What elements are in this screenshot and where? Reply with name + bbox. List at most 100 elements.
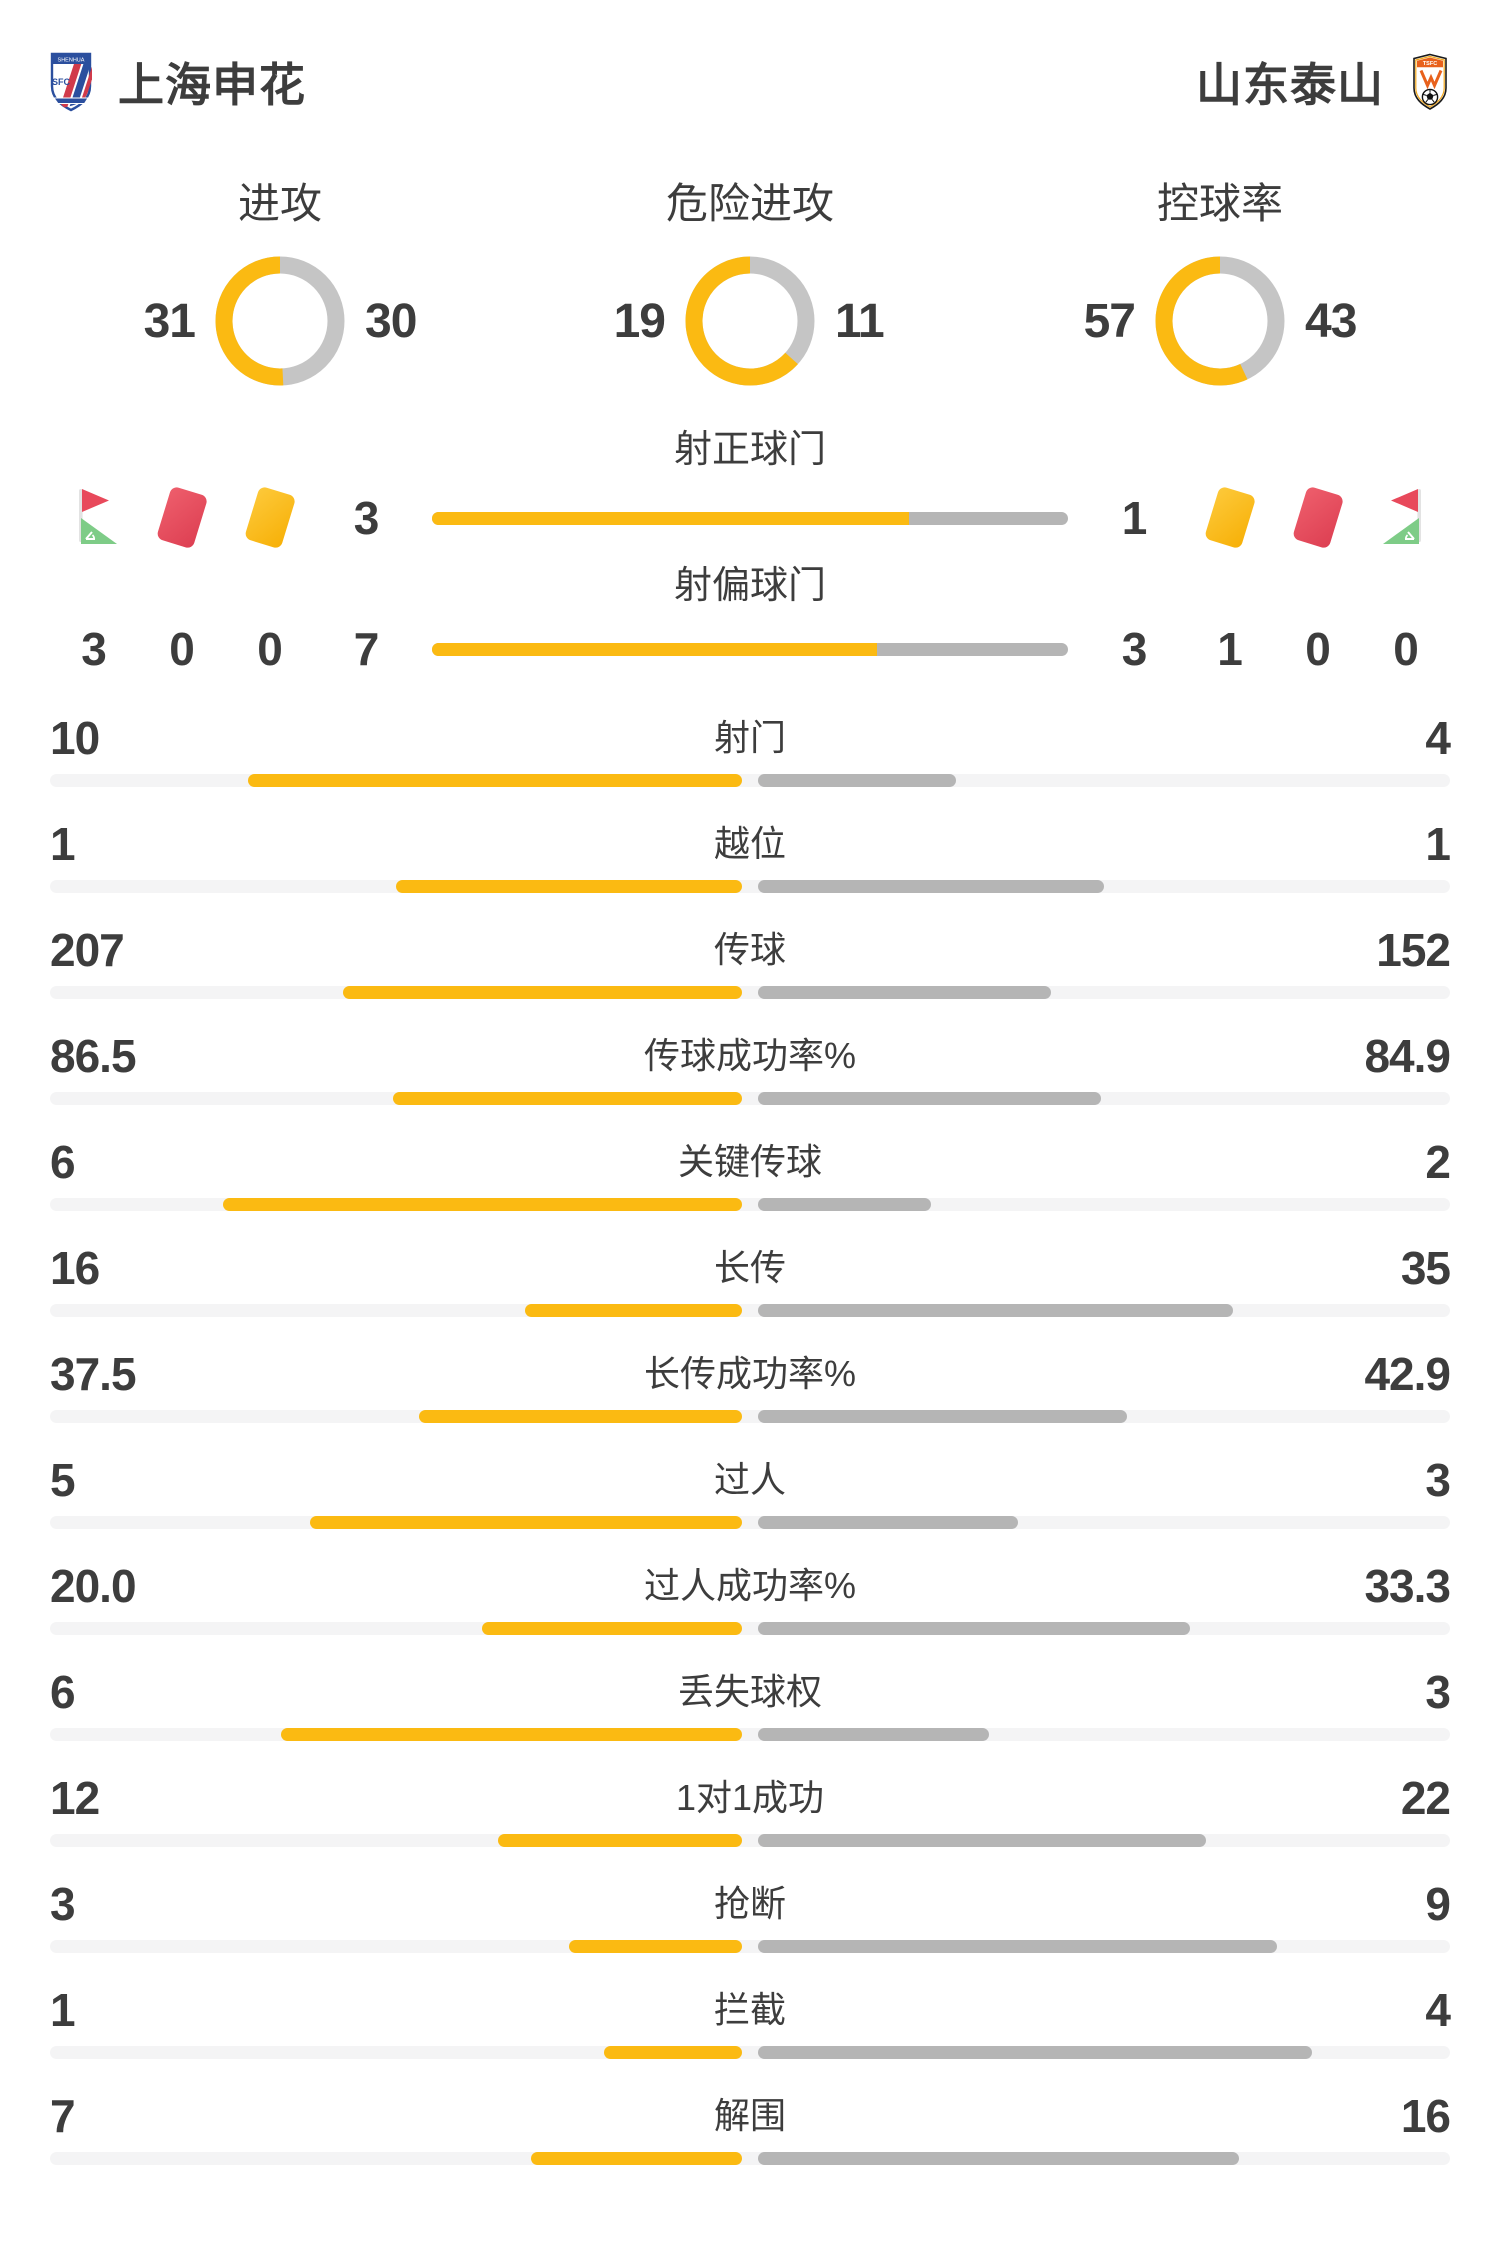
stat-home-value: 12 — [50, 1772, 100, 1824]
stat-bar-away-fill — [758, 1516, 1018, 1529]
stat-row: 86.5 传球成功率% 84.9 — [50, 1016, 1451, 1122]
stat-home-value: 6 — [50, 1666, 76, 1718]
stat-row: 1 越位 1 — [50, 804, 1451, 910]
stat-row: 3 抢断 9 — [50, 1864, 1451, 1970]
stat-home-value: 5 — [50, 1454, 76, 1506]
stat-bar-away-fill — [758, 1198, 931, 1211]
stat-away-value: 3 — [1425, 1454, 1451, 1506]
stat-bar-away-fill — [758, 2152, 1240, 2165]
stat-label: 过人成功率% — [643, 1565, 857, 1606]
stat-row: 6 丢失球权 3 — [50, 1652, 1451, 1758]
home-team: SHENHUA SFC 上海申花 — [50, 49, 306, 115]
stat-bar-away-fill — [758, 1092, 1101, 1105]
stat-label: 拦截 — [713, 1989, 787, 2030]
svg-text:SFC: SFC — [52, 77, 71, 87]
stat-label: 解围 — [713, 2095, 787, 2136]
stat-home-value: 6 — [50, 1136, 76, 1188]
stat-bar-track — [50, 1304, 1450, 1317]
donut-ring — [215, 256, 345, 386]
shots-on-target-away-value: 1 — [1121, 492, 1148, 544]
stats-list: 10 射门 4 1 越位 1 207 传球 152 — [50, 698, 1451, 2182]
home-corner-count: 3 — [81, 623, 107, 675]
donut-chart: 控球率 57 43 — [990, 174, 1450, 386]
stat-row: 7 解围 16 — [50, 2076, 1451, 2182]
yellow-card-icon — [1186, 486, 1274, 550]
away-team-crest-icon: TSFC — [1410, 53, 1450, 111]
stat-away-value: 22 — [1400, 1772, 1451, 1824]
shots-off-target-away-value: 3 — [1121, 623, 1148, 675]
stat-bar-away-fill — [758, 1622, 1191, 1635]
stat-bar-home-fill — [531, 2152, 742, 2165]
donut-section: 进攻 31 30 危险进攻 19 11 控球率 57 — [50, 174, 1450, 386]
shots-on-target-bar — [432, 511, 1068, 525]
stat-label: 传球成功率% — [643, 1035, 857, 1076]
stat-bar-track — [50, 2152, 1450, 2165]
stat-away-value: 4 — [1425, 1984, 1451, 2036]
stat-label: 传球 — [713, 929, 787, 970]
stat-row: 6 关键传球 2 — [50, 1122, 1451, 1228]
stat-home-value: 207 — [50, 924, 125, 976]
stat-home-value: 10 — [50, 712, 100, 764]
away-team-name: 山东泰山 — [1196, 59, 1384, 111]
away-yellow-card-count: 1 — [1217, 623, 1243, 675]
donut-label: 进攻 — [237, 180, 322, 227]
donut-label: 控球率 — [1156, 180, 1283, 227]
stat-label: 越位 — [713, 823, 787, 864]
stat-row: 37.5 长传成功率% 42.9 — [50, 1334, 1451, 1440]
stat-bar-track — [50, 2046, 1450, 2059]
stat-home-value: 1 — [50, 818, 76, 870]
home-team-name: 上海申花 — [118, 59, 306, 111]
corner-flag-icon — [50, 487, 138, 549]
stat-bar-home-fill — [392, 1092, 742, 1105]
stat-row: 10 射门 4 — [50, 698, 1451, 804]
stat-home-value: 86.5 — [50, 1030, 137, 1082]
stat-away-value: 84.9 — [1364, 1030, 1451, 1082]
stat-row: 20.0 过人成功率% 33.3 — [50, 1546, 1451, 1652]
donut-home-value: 31 — [143, 294, 196, 348]
home-red-card-count: 0 — [169, 623, 195, 675]
stat-bar-track — [50, 1728, 1450, 1741]
red-card-icon — [1274, 486, 1362, 550]
stat-label: 丢失球权 — [677, 1671, 823, 1712]
stat-bar-away-fill — [758, 1834, 1206, 1847]
donut-home-value: 57 — [1083, 294, 1136, 348]
donut-ring — [1155, 256, 1285, 386]
away-team: 山东泰山 TSFC — [1196, 49, 1450, 115]
home-yellow-card-count: 0 — [257, 623, 283, 675]
stat-bar-away-fill — [758, 986, 1051, 999]
shots-off-target-title: 射偏球门 — [673, 565, 826, 607]
stat-bar-track — [50, 1516, 1450, 1529]
away-corner-count: 0 — [1393, 623, 1419, 675]
stat-bar-away-fill — [758, 2046, 1312, 2059]
stat-bar-home-fill — [419, 1410, 742, 1423]
stat-bar-away-fill — [758, 880, 1104, 893]
stat-bar-home-fill — [569, 1940, 742, 1953]
stat-bar-home-fill — [396, 880, 742, 893]
stat-away-value: 16 — [1400, 2090, 1451, 2142]
donut-chart: 危险进攻 19 11 — [520, 174, 980, 386]
stat-row: 207 传球 152 — [50, 910, 1451, 1016]
stat-away-value: 2 — [1425, 1136, 1451, 1188]
home-team-crest-icon: SHENHUA SFC — [50, 52, 92, 112]
stat-home-value: 7 — [50, 2090, 76, 2142]
shots-off-target-row: 3 0 0 7 3 1 0 0 — [50, 614, 1450, 684]
stat-bar-away-fill — [758, 774, 956, 787]
yellow-card-icon — [226, 486, 314, 550]
stat-bar-home-fill — [343, 986, 742, 999]
shots-off-target-bar — [432, 642, 1068, 656]
stat-label: 1对1成功 — [675, 1777, 825, 1818]
stat-bar-track — [50, 1940, 1450, 1953]
stat-bar-home-fill — [603, 2046, 742, 2059]
donut-away-value: 30 — [365, 294, 417, 348]
stat-bar-away-fill — [758, 1940, 1277, 1953]
red-card-icon — [138, 486, 226, 550]
donut-away-value: 11 — [835, 294, 885, 348]
stat-away-value: 4 — [1425, 712, 1451, 764]
stat-away-value: 33.3 — [1364, 1560, 1451, 1612]
stat-label: 长传 — [713, 1247, 787, 1288]
shots-off-target-home-value: 7 — [353, 623, 380, 675]
svg-text:TSFC: TSFC — [1423, 61, 1437, 67]
stat-bar-track — [50, 774, 1450, 787]
donut-chart: 进攻 31 30 — [50, 174, 510, 386]
donut-home-value: 19 — [613, 294, 666, 348]
